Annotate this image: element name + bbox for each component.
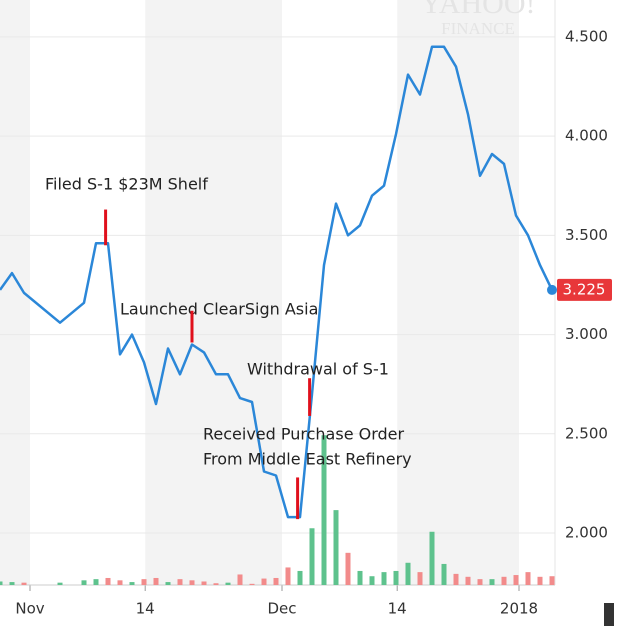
volume-bar	[189, 580, 195, 585]
volume-bar	[213, 583, 219, 585]
price-line	[0, 45, 554, 519]
volume-bar	[177, 579, 183, 585]
band	[145, 0, 282, 585]
volume-bar	[117, 580, 123, 585]
watermark: YAHOO!	[421, 0, 536, 20]
volume-bar	[285, 567, 291, 585]
y-tick-label: 3.500	[565, 226, 608, 244]
volume-bar	[345, 552, 351, 585]
annotation-text: Filed S-1 $23M Shelf	[45, 175, 208, 194]
x-tick-label: 14	[388, 600, 407, 618]
y-tick-label: 4.000	[565, 127, 608, 145]
volume-bar	[165, 582, 171, 585]
volume-bar	[333, 510, 339, 585]
volume-bar	[105, 577, 111, 585]
annotation-text: Withdrawal of S-1	[247, 360, 389, 379]
volume-bar	[381, 572, 387, 585]
volume-bar	[0, 581, 3, 585]
watermark: FINANCE	[441, 19, 515, 38]
volume-bar	[357, 570, 363, 585]
y-tick-label: 3.000	[565, 325, 608, 343]
x-tick-label: Dec	[267, 600, 296, 618]
volume-bar	[489, 579, 495, 585]
volume-bar	[441, 563, 447, 585]
last-price-box	[557, 278, 612, 301]
volume-bar	[453, 573, 459, 585]
volume-bar	[141, 579, 147, 585]
volume-bar	[549, 576, 555, 585]
annotation-text: Launched ClearSign Asia	[120, 300, 318, 319]
volume-bar	[201, 581, 207, 585]
volume-bar	[249, 583, 255, 585]
volume-bar	[537, 576, 543, 585]
last-point	[547, 284, 557, 295]
volume-bar	[129, 582, 135, 585]
volume-bar	[429, 531, 435, 585]
volume-bar	[153, 577, 159, 585]
y-tick-label: 2.500	[565, 424, 608, 442]
x-tick-label: 14	[136, 600, 155, 618]
volume-bar	[501, 576, 507, 585]
y-tick-label: 4.500	[565, 27, 608, 45]
volume-bar	[525, 572, 531, 585]
annotation-text: Received Purchase Order	[203, 425, 405, 444]
volume-bar	[93, 579, 99, 585]
band	[397, 0, 519, 585]
x-tick-label: 2018	[500, 600, 538, 618]
volume-bar	[237, 574, 243, 585]
volume-bar	[465, 576, 471, 585]
volume-bar	[81, 580, 87, 585]
y-tick-label: 2.000	[565, 524, 608, 542]
volume-bar	[21, 582, 27, 585]
volume-bar	[297, 570, 303, 585]
band	[0, 0, 30, 585]
annotation-text: From Middle East Refinery	[203, 450, 412, 469]
volume-bar	[369, 576, 375, 585]
last-price-label: 3.225	[563, 280, 606, 298]
volume-bar	[477, 579, 483, 585]
volume-bar	[273, 577, 279, 585]
volume-bar	[261, 578, 267, 585]
volume-bar	[309, 528, 315, 585]
volume-bar	[393, 570, 399, 585]
scroll-handle	[604, 603, 614, 626]
volume-bar	[57, 582, 63, 585]
x-tick-label: Nov	[15, 600, 44, 618]
volume-bar	[513, 575, 519, 585]
volume-bar	[417, 572, 423, 585]
volume-bar	[9, 582, 15, 585]
volume-bar	[225, 582, 231, 585]
volume-bar	[405, 562, 411, 585]
volume-bar	[321, 435, 327, 585]
